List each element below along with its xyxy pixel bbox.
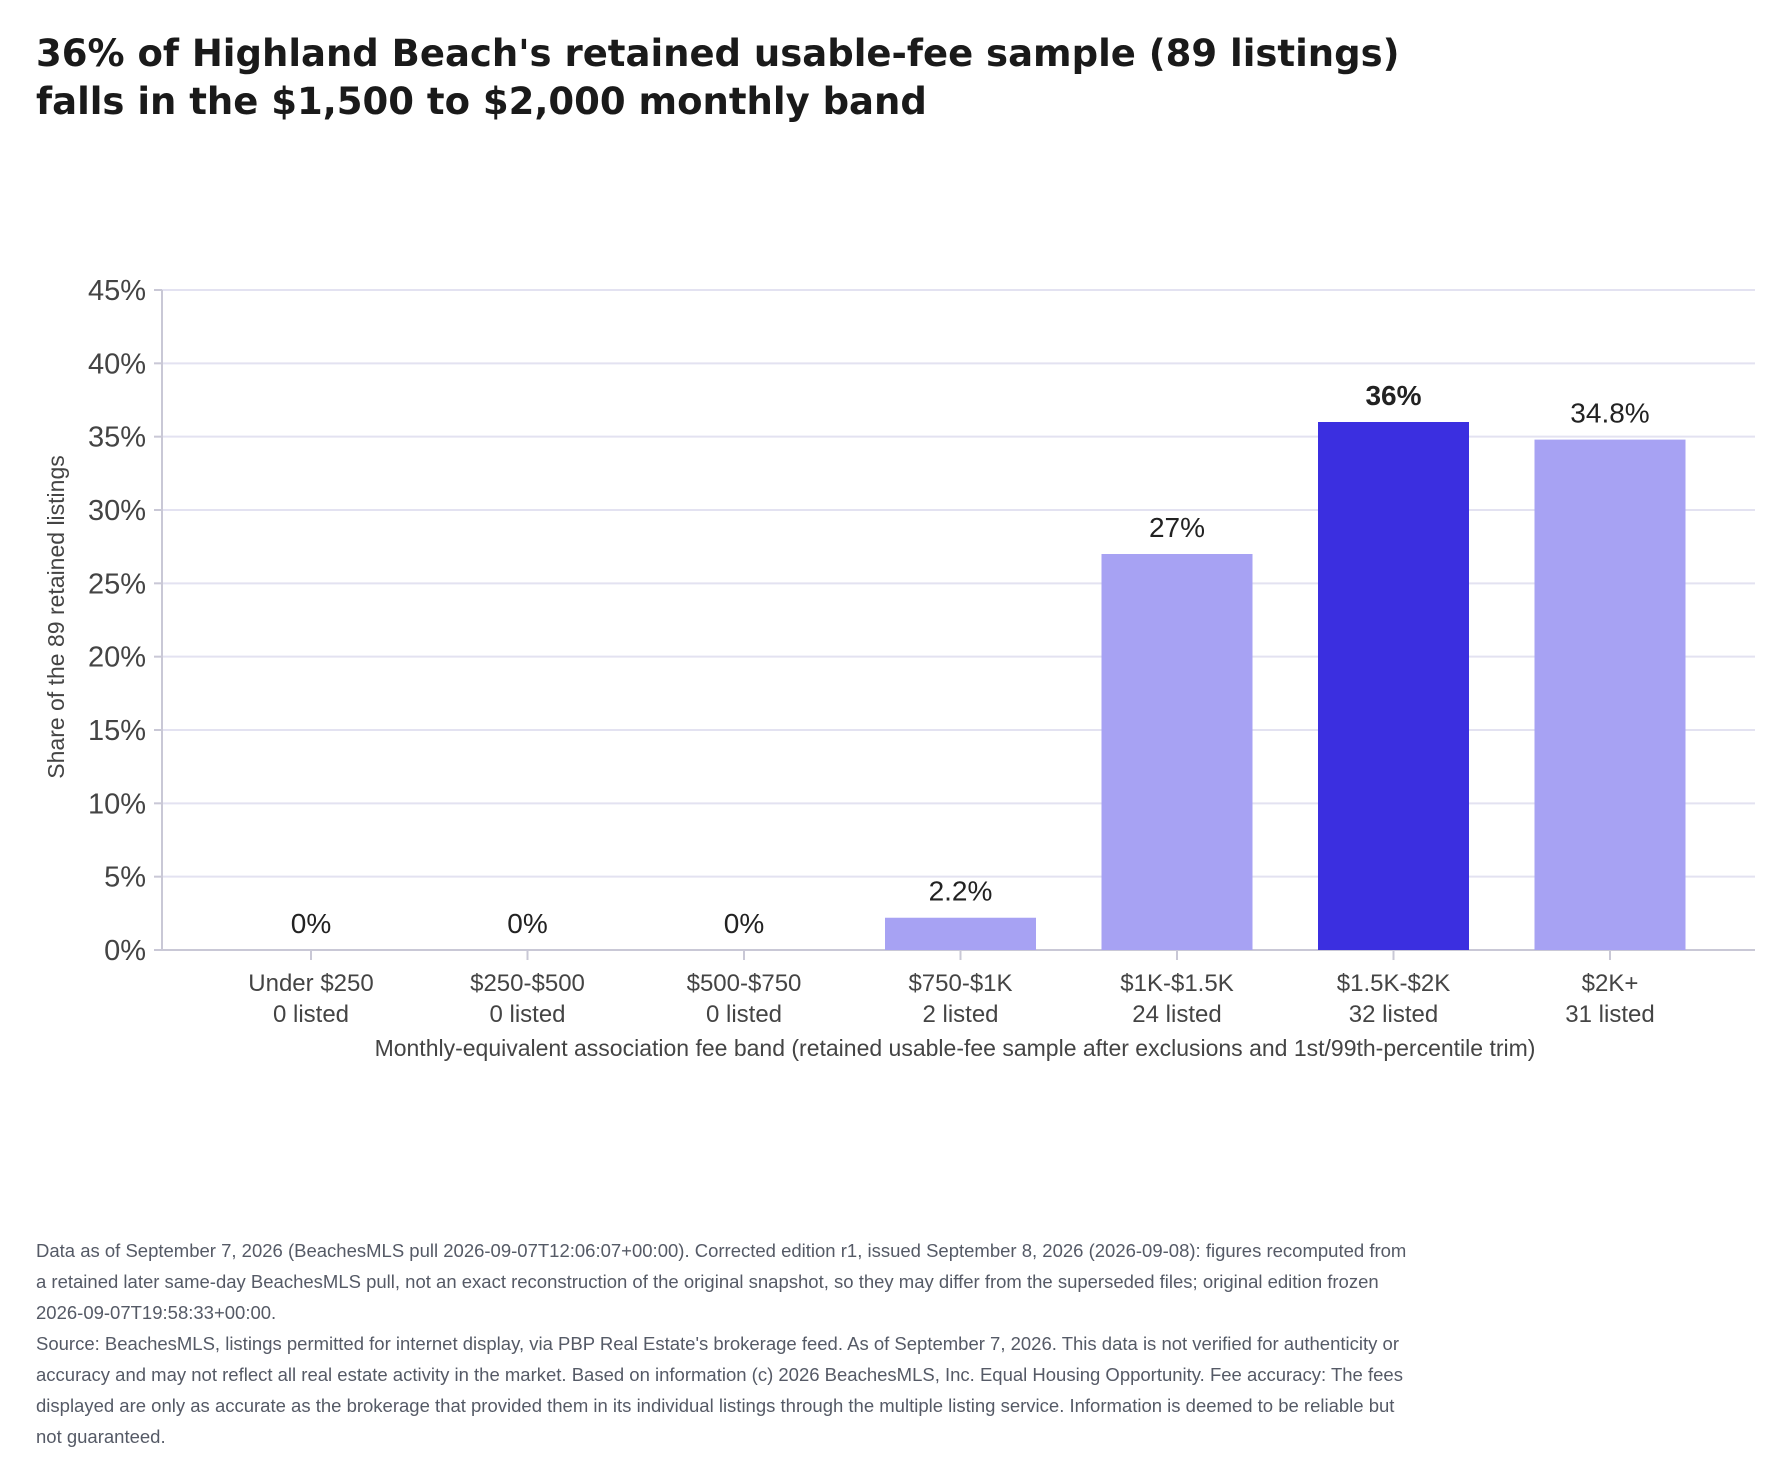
y-tick-label: 0% [104, 935, 146, 967]
x-axis-label: Monthly-equivalent association fee band … [375, 1035, 1536, 1061]
x-tick-label: $500-$750 [687, 970, 802, 997]
axes: 0% 5% 10% 15% 20% 25% 30% 35% 40% 45% Under $250 0 … [88, 275, 1755, 1028]
x-tick-label: Under $250 [248, 970, 373, 997]
y-tick-label: 30% [88, 495, 146, 527]
source-note: Source: BeachesMLS, listings permitted f… [36, 1333, 1403, 1447]
data-note: Data as of September 7, 2026 (BeachesMLS… [36, 1240, 1407, 1323]
bar-value-label: 0% [507, 908, 547, 939]
x-tick-label: $1K-$1.5K [1120, 970, 1233, 997]
bar [885, 917, 1036, 950]
y-tick-label: 10% [88, 788, 146, 820]
y-tick-label: 45% [88, 275, 146, 307]
bars [885, 422, 1686, 950]
x-tick-label: $750-$1K [908, 970, 1012, 997]
x-tick-count: 2 listed [922, 1001, 998, 1028]
x-tick-count: 0 listed [489, 1001, 565, 1028]
chart-title-line-1: 36% of Highland Beach's retained usable-… [36, 32, 1400, 75]
x-tick-count: 31 listed [1565, 1001, 1654, 1028]
gridlines [162, 289, 1755, 878]
x-tick-count: 0 listed [706, 1001, 782, 1028]
y-axis-label: Share of the 89 retained listings [43, 455, 69, 778]
bar-value-label: 34.8% [1570, 398, 1649, 429]
bar-value-label: 2.2% [929, 876, 993, 907]
bar [1318, 422, 1469, 950]
bar-value-labels: 0% 0% 0% 2.2% 27% 36% 34.8% [291, 380, 1650, 939]
x-tick-label: $1.5K-$2K [1337, 970, 1450, 997]
bar-value-label: 27% [1149, 512, 1205, 543]
x-tick-count: 32 listed [1349, 1001, 1438, 1028]
y-tick-label: 25% [88, 568, 146, 600]
y-tick-label: 35% [88, 422, 146, 454]
x-tick-count: 24 listed [1132, 1001, 1221, 1028]
bar-chart: 0% 5% 10% 15% 20% 25% 30% 35% 40% 45% Under $250 0 … [43, 275, 1755, 1061]
x-tick-count: 0 listed [273, 1001, 349, 1028]
y-tick-label: 15% [88, 715, 146, 747]
bar-value-label: 0% [724, 908, 764, 939]
x-tick-label: $250-$500 [470, 970, 585, 997]
footnotes: Data as of September 7, 2026 (BeachesMLS… [36, 1235, 1416, 1452]
bar [1101, 554, 1253, 950]
y-tick-label: 5% [104, 862, 146, 894]
y-tick-label: 40% [88, 348, 146, 380]
y-tick-label: 20% [88, 642, 146, 674]
bar [1534, 439, 1686, 950]
x-tick-label: $2K+ [1582, 970, 1639, 997]
bar-value-label: 0% [291, 908, 331, 939]
chart-title-line-2: falls in the $1,500 to $2,000 monthly ba… [36, 80, 927, 123]
chart-title: 36% of Highland Beach's retained usable-… [36, 30, 1636, 126]
bar-value-label: 36% [1365, 380, 1421, 411]
